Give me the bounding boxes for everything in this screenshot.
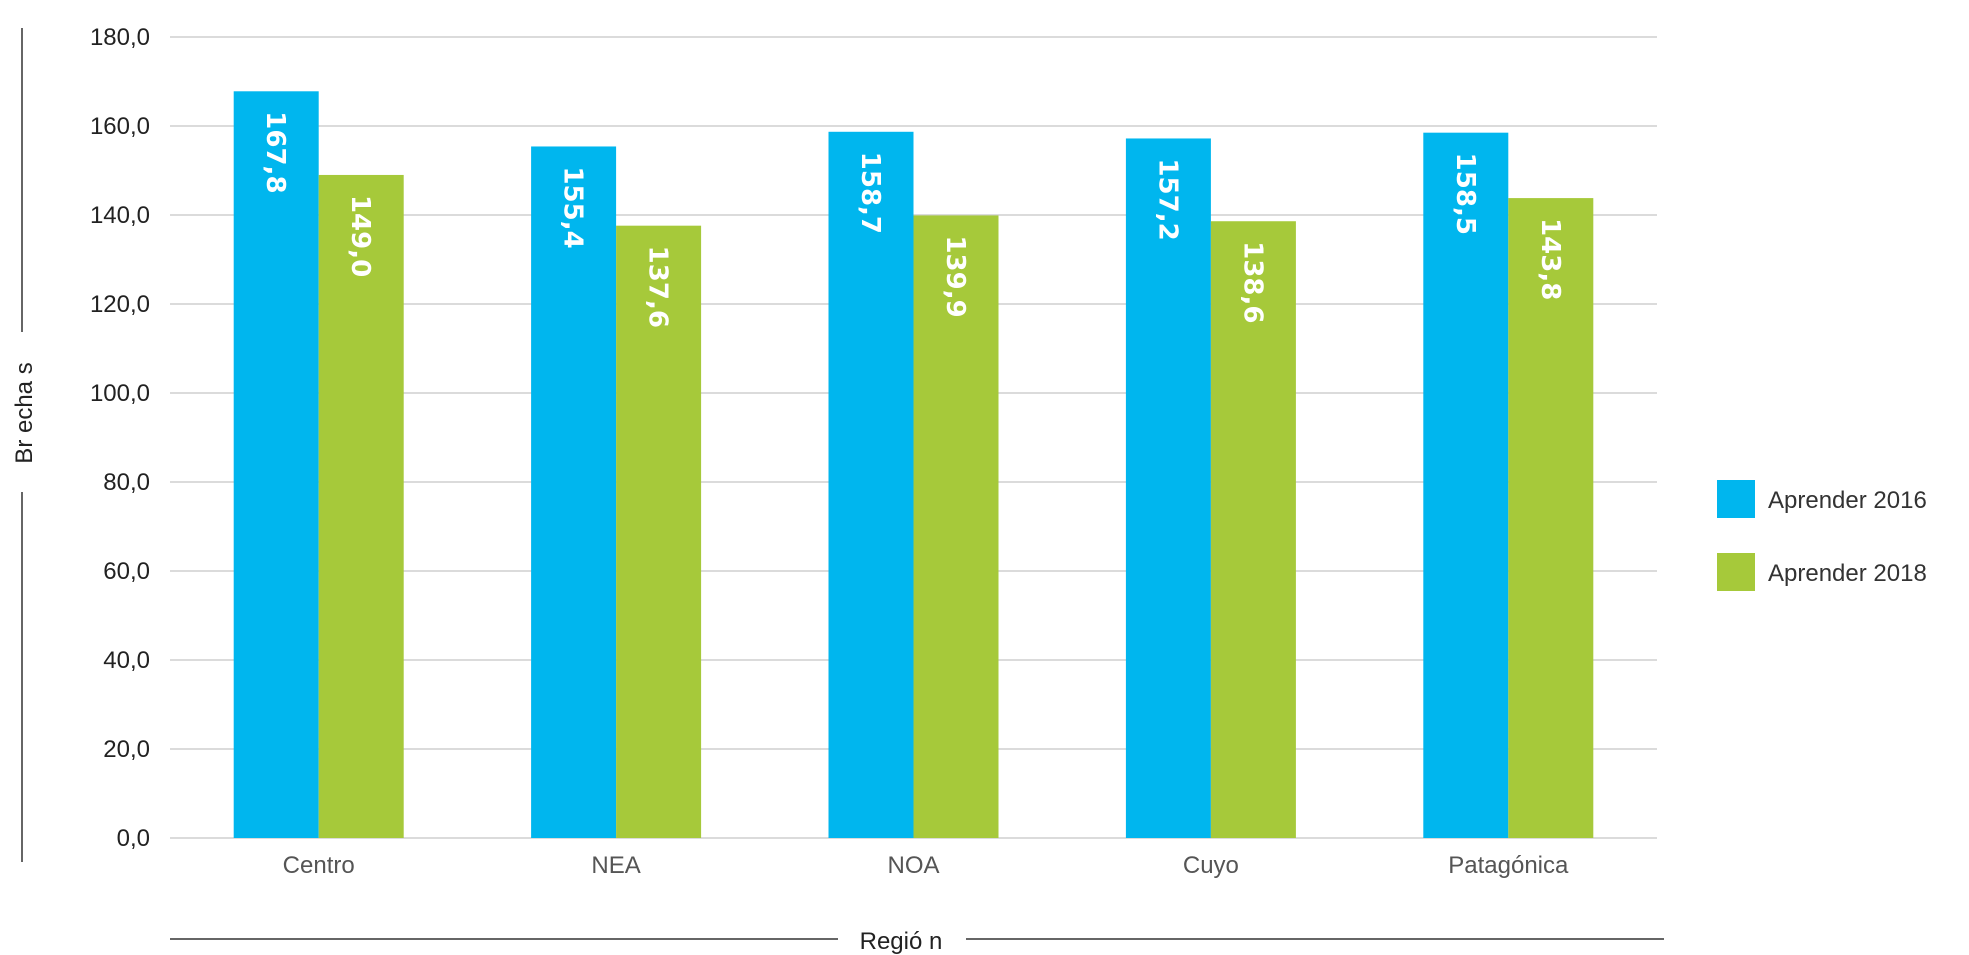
bar-data-label: 138,6 <box>1237 241 1267 323</box>
x-axis-title: Regió n <box>860 928 943 955</box>
y-tick-label: 60,0 <box>103 558 150 585</box>
bar <box>1508 198 1594 839</box>
y-tick-label: 120,0 <box>90 291 150 318</box>
bar-data-label: 137,6 <box>643 246 673 328</box>
legend-label: Aprender 2016 <box>1768 487 1927 514</box>
y-tick-label: 180,0 <box>90 24 150 51</box>
bar-data-label: 155,4 <box>558 166 588 248</box>
y-tick-label: 20,0 <box>103 736 150 763</box>
bar <box>1125 138 1211 838</box>
bars: 167,8 149,0 155,4 137,6 158,7 139,9 157,2 138,6… <box>233 91 1594 839</box>
y-tick-label: 40,0 <box>103 647 150 674</box>
bar <box>318 174 404 838</box>
bar <box>616 225 702 838</box>
x-category-label: Centro <box>283 852 355 879</box>
legend-swatch <box>1717 553 1755 591</box>
bar-data-label: 167,8 <box>260 111 290 193</box>
y-tick-label: 0,0 <box>117 825 150 852</box>
bar <box>828 131 914 838</box>
y-axis-title: Br echa s <box>11 362 38 463</box>
y-tick-label: 140,0 <box>90 202 150 229</box>
bar <box>531 146 617 839</box>
x-category-label: Patagónica <box>1448 852 1569 879</box>
bar-data-label: 158,5 <box>1450 153 1480 235</box>
y-tick-label: 80,0 <box>103 469 150 496</box>
x-category-label: NEA <box>591 852 640 879</box>
y-tick-label: 100,0 <box>90 380 150 407</box>
bar <box>913 215 999 838</box>
x-category-label: Cuyo <box>1183 852 1239 879</box>
bar <box>1210 221 1296 839</box>
bar <box>233 91 319 839</box>
legend-swatch <box>1717 480 1755 518</box>
x-category-label: NOA <box>887 852 939 879</box>
legend-label: Aprender 2018 <box>1768 560 1927 587</box>
legend: Aprender 2016 Aprender 2018 <box>1717 480 1927 591</box>
y-tick-label: 160,0 <box>90 113 150 140</box>
bar-data-label: 149,0 <box>345 195 375 277</box>
bar-data-label: 139,9 <box>940 235 970 317</box>
bar <box>1423 132 1509 839</box>
bar-data-label: 157,2 <box>1152 158 1182 240</box>
x-axis-categories: Centro NEA NOA Cuyo Patagónica <box>283 852 1569 879</box>
bar-data-label: 143,8 <box>1535 218 1565 300</box>
bar-data-label: 158,7 <box>855 152 885 234</box>
y-axis-ticks: 0,0 20,0 40,0 60,0 80,0 100,0 120,0 140,0 160,0 1… <box>90 24 150 852</box>
